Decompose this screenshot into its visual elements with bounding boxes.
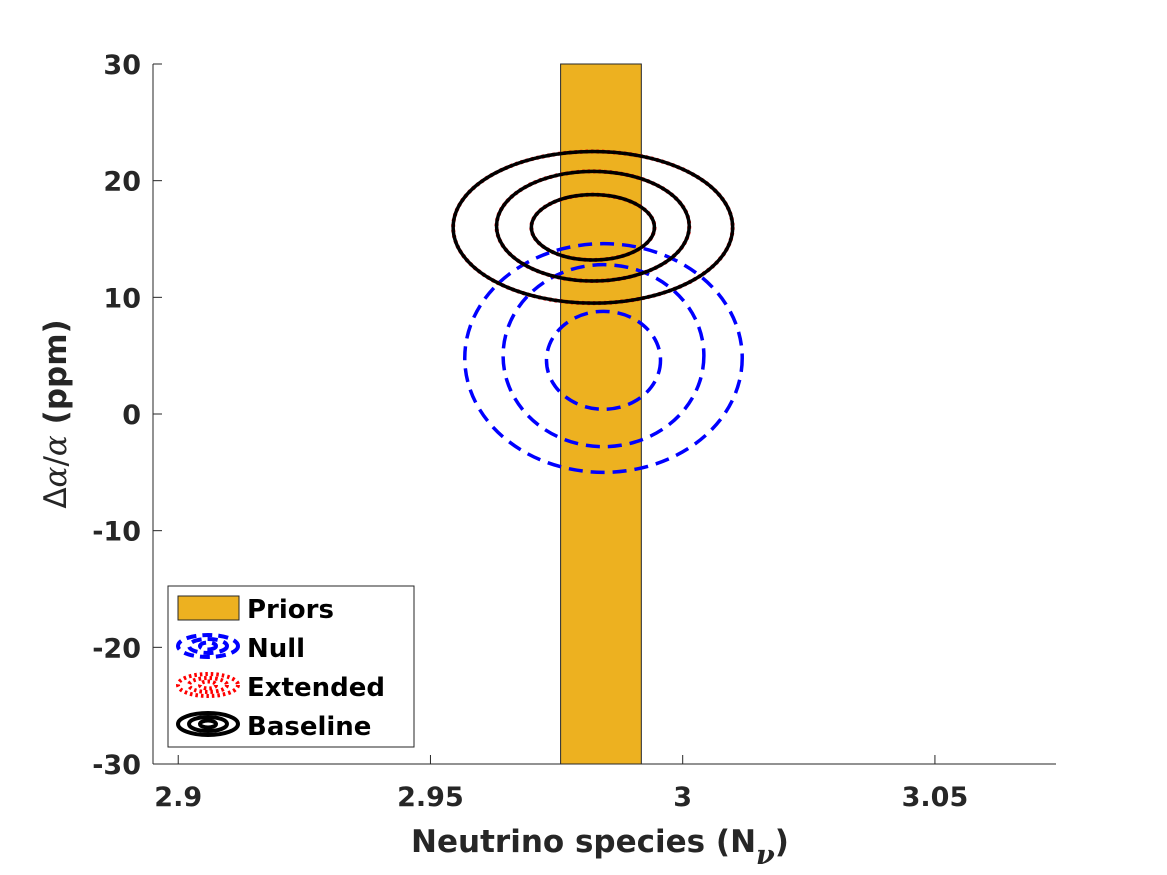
y-axis-title-slash: / — [38, 456, 74, 467]
series-null — [463, 241, 744, 475]
y-axis-title-alpha-2: α — [38, 435, 74, 456]
y-tick-label-3: 0 — [122, 400, 141, 431]
y-tick-label-0: -30 — [92, 750, 141, 781]
y-axis-title-alpha: α — [38, 466, 74, 487]
prior-band — [560, 63, 642, 765]
x-tick-label-3: 3.05 — [902, 782, 969, 813]
contour-null-1 — [544, 309, 663, 412]
legend-label-null: Null — [247, 634, 305, 664]
y-tick-label-4: 10 — [103, 283, 141, 314]
x-tick-label-1: 2.95 — [397, 782, 464, 813]
x-axis-title-subscript: ν — [756, 840, 775, 871]
legend-swatch-null — [176, 633, 240, 659]
series-baseline — [451, 149, 735, 305]
legend-swatch-extended — [176, 672, 240, 698]
x-tick-label-2: 3 — [673, 782, 692, 813]
legend-entry-null: Null — [176, 633, 305, 664]
legend-entry-extended: Extended — [176, 672, 385, 703]
x-axis-title-end: ) — [775, 824, 789, 860]
x-axis-title: Neutrino species (Nν) — [411, 824, 789, 871]
legend-label-priors: Priors — [247, 595, 334, 625]
y-axis-title-delta: Δ — [38, 487, 74, 508]
contour-null-3 — [463, 241, 744, 475]
y-tick-label-1: -20 — [92, 633, 141, 664]
y-tick-label-6: 30 — [103, 50, 141, 81]
y-tick-label-2: -10 — [92, 517, 141, 548]
legend-label-extended: Extended — [247, 673, 385, 703]
contour-null-2 — [501, 262, 706, 449]
contour-baseline-3 — [451, 149, 735, 305]
legend-label-baseline: Baseline — [247, 712, 371, 742]
y-axis-title: Δα/α (ppm) — [38, 319, 74, 508]
x-axis-title-main: Neutrino species (N — [411, 824, 756, 860]
legend-swatch-baseline — [176, 711, 240, 737]
y-axis-title-unit: (ppm) — [38, 319, 74, 435]
plot-area — [451, 63, 744, 765]
contour-baseline-1 — [529, 192, 657, 262]
legend-entry-baseline: Baseline — [176, 711, 371, 742]
axes: -30 -20 -10 0 10 20 30 2.9 2.95 3 3.05 — [92, 50, 1056, 813]
legend-swatch-priors — [177, 595, 240, 621]
legend-entry-priors: Priors — [177, 595, 334, 625]
contour-baseline-2 — [494, 169, 692, 283]
legend: Priors Null Extended Basel — [167, 585, 415, 748]
y-tick-label-5: 20 — [103, 167, 141, 198]
x-tick-label-0: 2.9 — [154, 782, 202, 813]
